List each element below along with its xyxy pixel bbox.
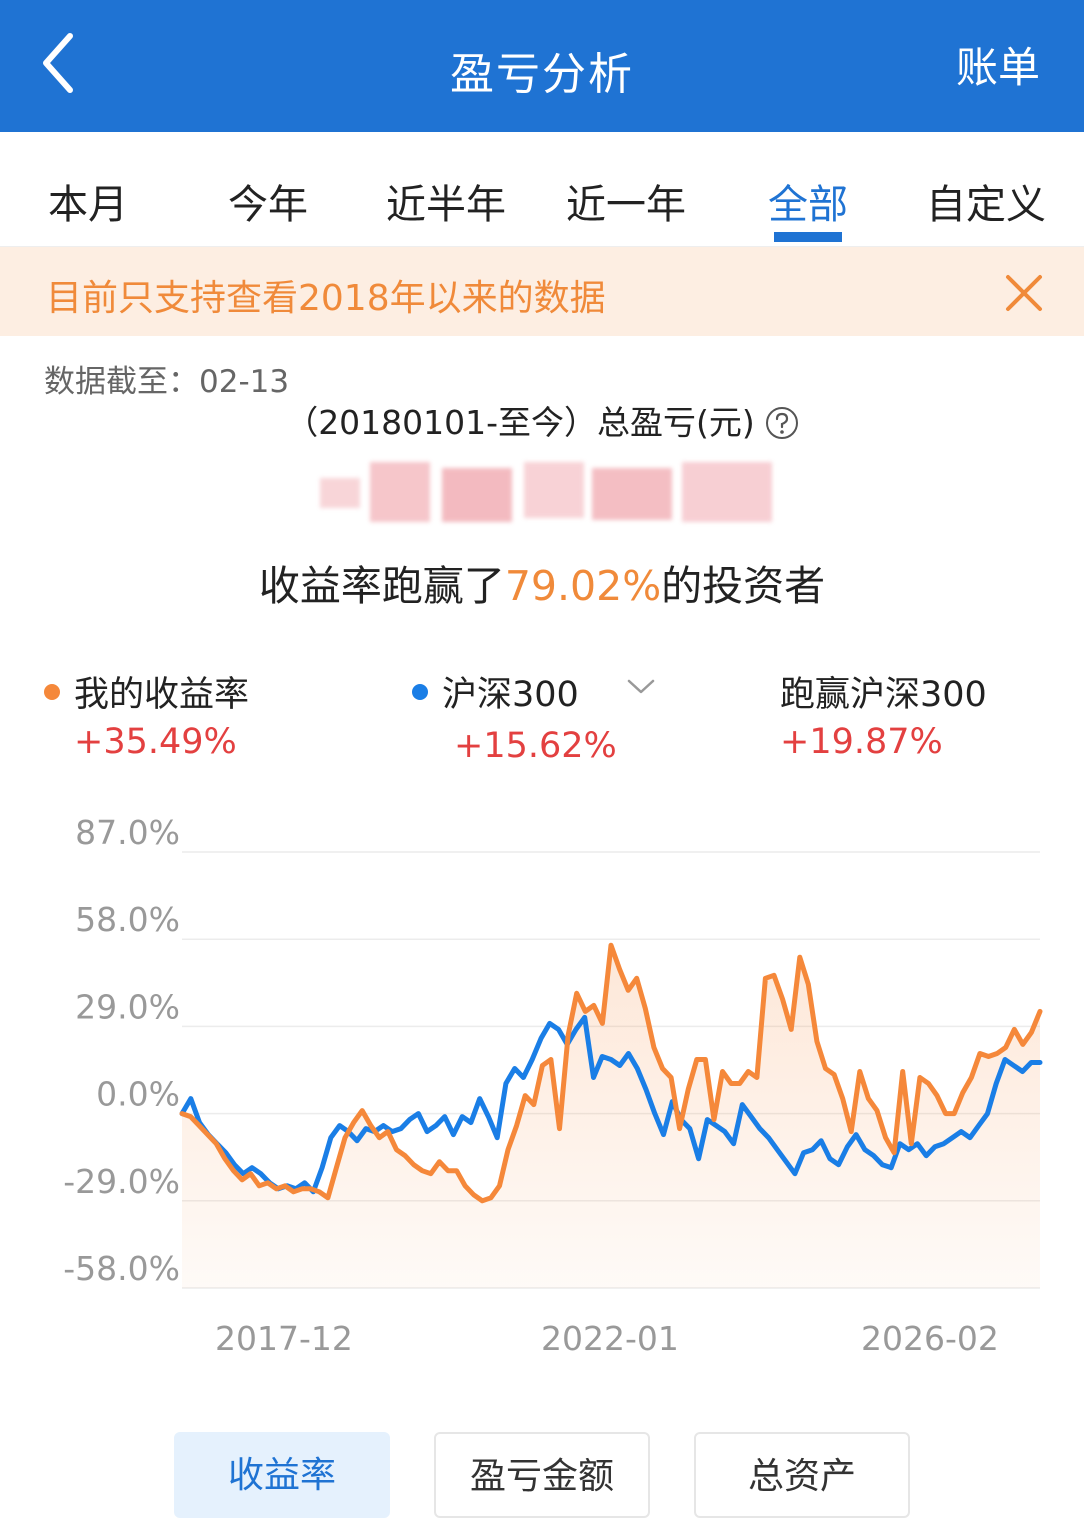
return-rate-button[interactable]: 收益率 (174, 1432, 390, 1518)
back-arrow-icon[interactable] (36, 28, 86, 98)
y-tick-label: -58.0% (63, 1249, 180, 1288)
pnl-amount-button[interactable]: 盈亏金额 (434, 1432, 650, 1518)
y-tick-label: 58.0% (75, 900, 180, 939)
tab-custom[interactable]: 自定义 (926, 182, 1046, 228)
help-icon[interactable] (765, 406, 799, 440)
orange-dot-icon (44, 684, 60, 700)
y-tick-label: 0.0% (96, 1075, 180, 1114)
return-chart[interactable]: 87.0% 58.0% 29.0% 0.0% -29.0% -58.0% 2017-12 2… (0, 800, 1084, 1380)
blue-dot-icon (412, 684, 428, 700)
series-line-1 (179, 1014, 1043, 1195)
notice-banner: 目前只支持查看2018年以来的数据 (0, 247, 1084, 336)
total-assets-button[interactable]: 总资产 (694, 1432, 910, 1518)
beat-investors-text: 收益率跑赢了79.02%的投资者 (0, 552, 1084, 612)
legend-my-return-label: 我的收益率 (74, 675, 250, 715)
tab-half-year[interactable]: 近半年 (386, 182, 506, 228)
legend-beat-label: 跑赢沪深300 (780, 675, 987, 715)
period-tabs: 本月 今年 近半年 近一年 全部 自定义 (0, 132, 1084, 247)
y-tick-label: 29.0% (75, 987, 180, 1026)
x-tick-label: 2022-01 (541, 1319, 679, 1358)
legend-my-return: 我的收益率 (44, 666, 249, 717)
data-date: 数据截至：02-13 (44, 364, 290, 400)
y-tick-label: -29.0% (63, 1162, 180, 1201)
tab-all[interactable]: 全部 (768, 182, 848, 228)
bill-button[interactable]: 账单 (955, 43, 1040, 92)
legend-index[interactable]: 沪深300 (412, 666, 579, 717)
total-pnl-label: （20180101-至今）总盈亏(元) (0, 396, 1084, 444)
legend-beat-index: 跑赢沪深300 (780, 666, 987, 717)
x-tick-label: 2026-02 (861, 1319, 999, 1358)
page-title: 盈亏分析 (450, 49, 634, 100)
period-label: （20180101-至今）总盈亏(元) (285, 403, 755, 442)
close-icon[interactable] (1004, 273, 1044, 313)
tab-one-year[interactable]: 近一年 (566, 182, 686, 228)
beat-prefix: 收益率跑赢了 (258, 562, 505, 610)
legend-index-label: 沪深300 (442, 675, 579, 715)
blurred-amount (302, 458, 782, 528)
notice-text: 目前只支持查看2018年以来的数据 (46, 278, 606, 319)
tab-this-year[interactable]: 今年 (228, 182, 308, 228)
index-return-value: +15.62% (454, 726, 617, 766)
beat-index-value: +19.87% (780, 722, 943, 762)
series-area-0 (182, 945, 1040, 1288)
beat-percentage: 79.02% (504, 562, 662, 610)
beat-suffix: 的投资者 (661, 562, 826, 610)
series-line-0 (179, 942, 1043, 1204)
my-return-value: +35.49% (74, 722, 237, 762)
tab-this-month[interactable]: 本月 (48, 182, 128, 228)
app-header: 盈亏分析 账单 (0, 0, 1084, 132)
chevron-down-icon[interactable] (626, 678, 656, 696)
x-tick-label: 2017-12 (215, 1319, 353, 1358)
active-tab-indicator (774, 232, 842, 242)
y-tick-label: 87.0% (75, 813, 180, 852)
